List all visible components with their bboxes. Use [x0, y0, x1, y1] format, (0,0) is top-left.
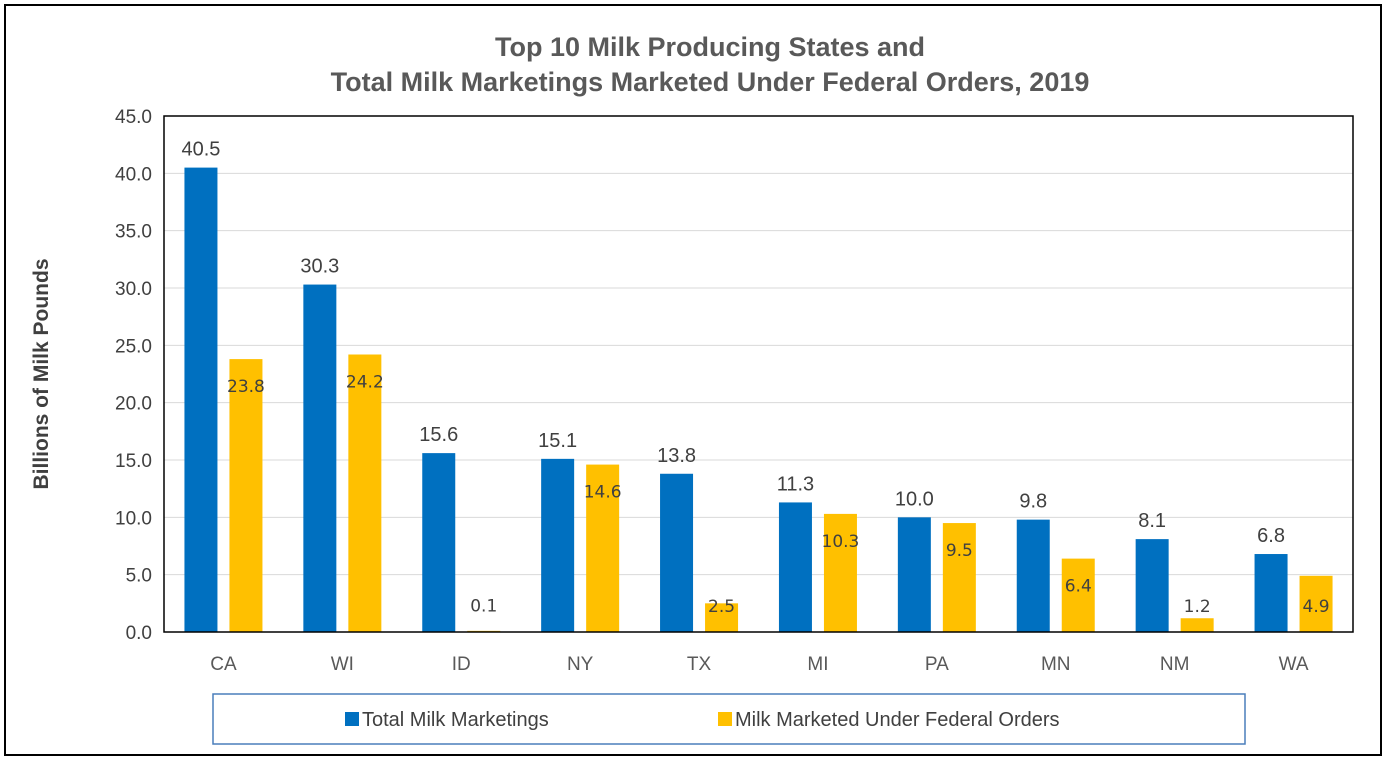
y-tick-label: 45.0	[115, 107, 152, 128]
bar-federal-wi	[348, 354, 382, 632]
data-label-total-ny: 15.1	[538, 430, 577, 452]
y-axis-ticks: 0.0 5.0 10.0 15.0 20.0 25.0 30.0 35.0 40.0 45.0	[115, 107, 152, 644]
bar-total-ca	[184, 167, 218, 632]
x-tick-label-tx: TX	[687, 654, 712, 675]
bar-total-pa	[897, 517, 931, 632]
legend-label-federal: Milk Marketed Under Federal Orders	[735, 709, 1060, 731]
x-tick-label-mn: MN	[1041, 654, 1071, 675]
x-axis-ticks: CA WI ID NY TX MI PA MN NM WA	[210, 654, 1309, 675]
data-label-total-wa: 6.8	[1257, 525, 1285, 547]
x-tick-label-ca: CA	[210, 654, 237, 675]
bar-total-wa	[1254, 554, 1288, 632]
legend-swatch-total	[345, 712, 359, 726]
bar-federal-wa	[1299, 575, 1333, 632]
bar-federal-mn	[1061, 558, 1095, 632]
x-tick-label-wi: WI	[331, 654, 354, 675]
bar-federal-ny	[586, 464, 620, 632]
x-tick-label-nm: NM	[1160, 654, 1190, 675]
bar-federal-pa	[942, 523, 976, 632]
y-axis-label: Billions of Milk Pounds	[30, 259, 53, 490]
bar-federal-tx	[705, 603, 739, 632]
data-label-federal-wi: 24.2	[346, 373, 384, 393]
y-tick-label: 25.0	[115, 336, 152, 357]
data-label-federal-nm: 1.2	[1184, 597, 1211, 617]
data-label-total-nm: 8.1	[1138, 510, 1166, 532]
chart-title-line-1: Top 10 Milk Producing States and	[495, 32, 925, 62]
bar-federal-mi	[823, 513, 857, 632]
bar-total-nm	[1135, 539, 1169, 632]
data-labels: 40.5 23.8 30.3 24.2 15.6 0.1 15.1 14.6 13.8 2.5 11…	[181, 139, 1329, 617]
data-label-federal-id: 0.1	[470, 596, 497, 616]
bar-federal-nm	[1180, 618, 1214, 632]
data-label-federal-mn: 6.4	[1065, 577, 1092, 597]
gridlines	[164, 172, 1353, 576]
legend: Total Milk Marketings Milk Marketed Unde…	[212, 693, 1246, 745]
legend-swatch-federal	[718, 712, 732, 726]
y-tick-label: 35.0	[115, 222, 152, 243]
y-tick-label: 15.0	[115, 451, 152, 472]
y-tick-label: 10.0	[115, 508, 152, 529]
data-label-federal-ny: 14.6	[584, 483, 622, 503]
bar-total-mn	[1016, 519, 1050, 632]
bar-total-ny	[541, 458, 575, 632]
data-label-total-mi: 11.3	[777, 473, 814, 495]
data-label-federal-mi: 10.3	[822, 532, 860, 552]
x-tick-label-id: ID	[452, 654, 471, 675]
data-label-federal-wa: 4.9	[1303, 597, 1330, 617]
data-label-total-id: 15.6	[419, 424, 458, 446]
y-tick-label: 40.0	[115, 164, 152, 185]
plot-area-border	[163, 115, 1354, 633]
bars	[184, 167, 1333, 632]
bar-total-mi	[778, 502, 812, 632]
y-tick-label: 30.0	[115, 279, 152, 300]
data-label-federal-tx: 2.5	[708, 597, 735, 617]
data-label-total-ca: 40.5	[181, 139, 220, 161]
y-tick-label: 20.0	[115, 394, 152, 415]
x-tick-label-ny: NY	[567, 654, 594, 675]
data-label-federal-ca: 23.8	[227, 377, 265, 397]
bar-total-wi	[303, 284, 337, 632]
chart-title-line-2: Total Milk Marketings Marketed Under Fed…	[331, 67, 1090, 97]
x-tick-label-mi: MI	[807, 654, 828, 675]
y-tick-label: 5.0	[126, 566, 152, 587]
legend-label-total: Total Milk Marketings	[362, 709, 549, 731]
bar-federal-ca	[229, 359, 263, 632]
y-tick-label: 0.0	[126, 623, 152, 644]
data-label-total-mn: 9.8	[1019, 491, 1047, 513]
bar-total-id	[422, 453, 456, 632]
data-label-total-wi: 30.3	[300, 256, 339, 278]
data-label-total-pa: 10.0	[895, 488, 934, 510]
bar-total-tx	[660, 473, 694, 632]
data-label-total-tx: 13.8	[657, 445, 696, 467]
data-label-federal-pa: 9.5	[946, 541, 973, 561]
x-tick-label-wa: WA	[1279, 654, 1309, 675]
x-tick-label-pa: PA	[925, 654, 949, 675]
